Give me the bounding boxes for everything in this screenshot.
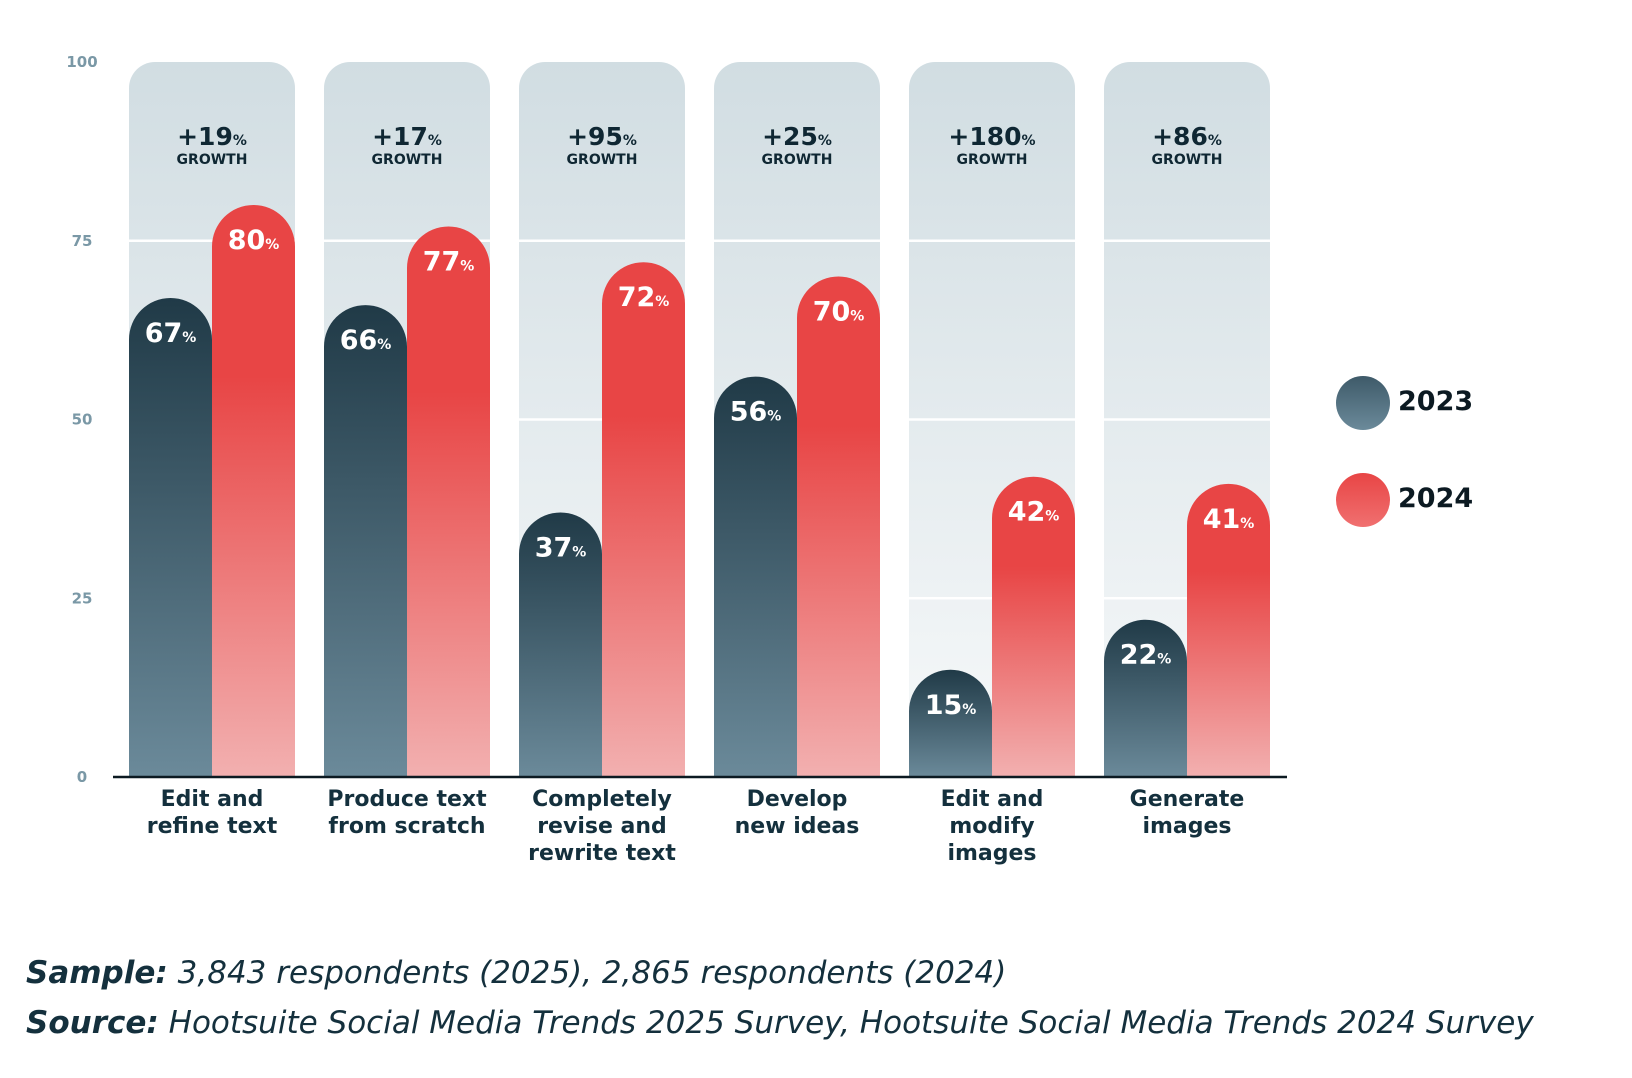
source-label: Source:: [26, 1005, 159, 1041]
bar-2023: [909, 669, 992, 777]
category-label: Produce text: [327, 787, 487, 812]
y-tick-label: 0: [77, 768, 87, 786]
growth-caption: GROWTH: [372, 152, 443, 168]
data-label-2023: 67%: [145, 318, 197, 349]
growth-value: +25%: [762, 122, 832, 151]
legend-label-2024: 2024: [1398, 483, 1474, 514]
bar-2024: [602, 262, 685, 777]
source-note: Source: Hootsuite Social Media Trends 20…: [26, 1005, 1534, 1041]
y-tick-label: 75: [72, 232, 93, 250]
bar-2023: [1104, 619, 1187, 777]
data-label-2024: 72%: [618, 282, 670, 313]
growth-value: +95%: [567, 122, 637, 151]
category-label: from scratch: [328, 814, 485, 839]
legend-swatch-2024: [1336, 473, 1390, 527]
bar-2023: [519, 512, 602, 777]
bar-2024: [797, 276, 880, 777]
category-label: rewrite text: [528, 841, 676, 866]
data-label-2024: 77%: [423, 246, 475, 277]
category-label: new ideas: [735, 814, 860, 839]
category-label: images: [947, 841, 1036, 866]
category-label: Generate: [1130, 787, 1245, 812]
growth-caption: GROWTH: [567, 152, 638, 168]
bar-2024: [992, 476, 1075, 777]
growth-caption: GROWTH: [762, 152, 833, 168]
bar-2024: [407, 226, 490, 777]
category-label: Edit and: [941, 787, 1044, 812]
data-label-2023: 15%: [925, 690, 977, 721]
sample-label: Sample:: [26, 955, 168, 991]
category-label: Edit and: [161, 787, 264, 812]
bar-2024: [1187, 483, 1270, 777]
category-label: Develop: [747, 787, 848, 812]
bar-2023: [324, 305, 407, 777]
sample-note: Sample: 3,843 respondents (2025), 2,865 …: [26, 955, 1006, 991]
data-label-2023: 37%: [535, 532, 587, 563]
growth-value: +86%: [1152, 122, 1222, 151]
category-label: refine text: [147, 814, 278, 839]
data-label-2024: 80%: [228, 225, 280, 256]
growth-caption: GROWTH: [177, 152, 248, 168]
sample-text: 3,843 respondents (2025), 2,865 responde…: [167, 955, 1007, 991]
data-label-2024: 70%: [813, 297, 865, 328]
category-label: Completely: [532, 787, 672, 812]
growth-value: +19%: [177, 122, 247, 151]
data-label-2023: 56%: [730, 397, 782, 428]
growth-caption: GROWTH: [1152, 152, 1223, 168]
legend-swatch-2023: [1336, 376, 1390, 430]
category-label: images: [1142, 814, 1231, 839]
source-text: Hootsuite Social Media Trends 2025 Surve…: [158, 1005, 1534, 1041]
growth-value: +17%: [372, 122, 442, 151]
bar-2023: [714, 376, 797, 777]
y-tick-label: 50: [72, 411, 93, 429]
bar-2024: [212, 205, 295, 777]
data-label-2024: 42%: [1008, 497, 1060, 528]
bar-2023: [129, 297, 212, 777]
data-label-2024: 41%: [1203, 504, 1255, 535]
y-tick-label: 25: [72, 589, 93, 607]
legend-label-2023: 2023: [1398, 386, 1474, 417]
growth-caption: GROWTH: [957, 152, 1028, 168]
y-tick-label: 100: [66, 53, 97, 71]
growth-value: +180%: [948, 122, 1035, 151]
data-label-2023: 22%: [1120, 640, 1172, 671]
category-label: modify: [949, 814, 1034, 839]
data-label-2023: 66%: [340, 325, 392, 356]
category-label: revise and: [537, 814, 667, 839]
